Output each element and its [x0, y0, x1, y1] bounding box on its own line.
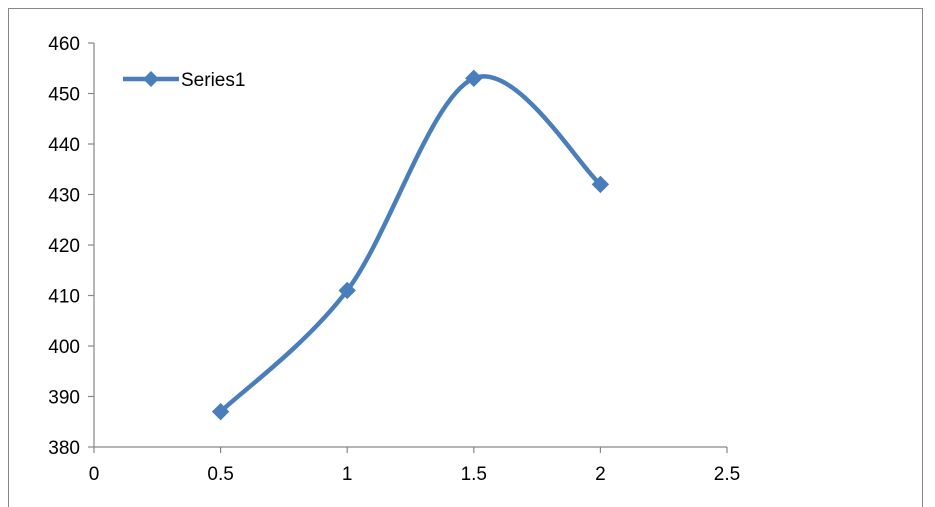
legend-marker-series1: [143, 71, 159, 87]
y-tick-label: 390: [48, 388, 80, 409]
data-point: [211, 402, 230, 421]
x-tick-label: 1.5: [461, 464, 487, 485]
y-tick-label: 400: [48, 337, 80, 358]
y-tick-label: 460: [48, 34, 80, 55]
x-tick-label: 2: [595, 464, 606, 485]
x-tick-label: 0.5: [207, 464, 233, 485]
ticks: 380 390 400 410 420 430 440 450 460 0 0.5 1 1.5 2 2.5: [48, 34, 740, 485]
data-point: [465, 69, 483, 88]
y-tick-label: 450: [48, 85, 80, 106]
y-tick-label: 420: [48, 236, 80, 257]
chart-frame: [8, 8, 923, 507]
legend-label-series1: Series1: [181, 70, 245, 91]
series-layer: [211, 69, 610, 421]
legend: Series1: [123, 70, 245, 91]
x-tick-label: 1: [342, 464, 353, 485]
y-tick-label: 440: [48, 135, 80, 156]
x-tick-label: 0: [89, 464, 100, 485]
y-tick-label: 380: [48, 438, 80, 459]
data-point: [338, 281, 356, 300]
y-tick-label: 430: [48, 186, 80, 207]
axes: [93, 43, 727, 448]
y-tick-label: 410: [48, 287, 80, 308]
series-line-0: [218, 74, 603, 414]
data-point: [591, 175, 610, 194]
x-tick-label: 2.5: [714, 464, 740, 485]
